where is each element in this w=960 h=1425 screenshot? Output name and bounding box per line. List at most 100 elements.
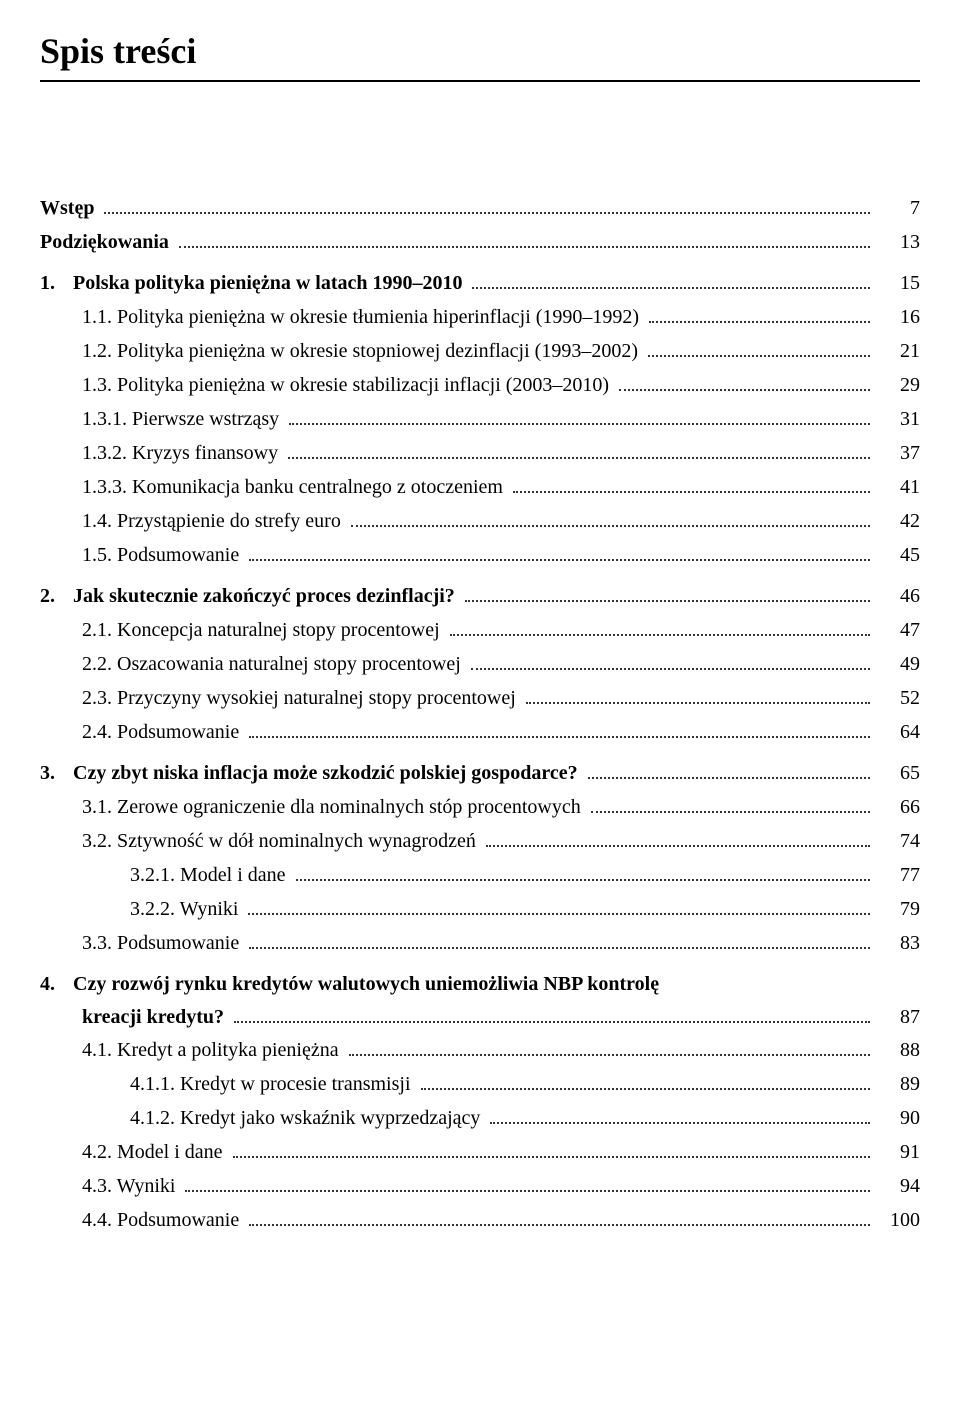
- toc-page-number: 21: [876, 335, 920, 368]
- toc-entry-label: Czy rozwój rynku kredytów walutowych uni…: [68, 973, 659, 995]
- toc-page-number: 46: [876, 580, 920, 613]
- toc-leader-dots: [486, 845, 870, 847]
- toc-entry-label: 2. Jak skutecznie zakończyć proces dezin…: [40, 580, 459, 613]
- toc-entry: 4.1.1. Kredyt w procesie transmisji89: [40, 1068, 920, 1101]
- toc-leader-dots: [591, 811, 870, 813]
- toc-entry-label: 1.3.1. Pierwsze wstrząsy: [82, 403, 283, 436]
- toc-entry-label: 3.2. Sztywność w dół nominalnych wynagro…: [82, 825, 480, 858]
- toc-leader-dots: [526, 702, 870, 704]
- toc-page-number: 49: [876, 648, 920, 681]
- toc-entry: 1.4. Przystąpienie do strefy euro42: [40, 505, 920, 538]
- toc-chapter-number: 3.: [40, 757, 68, 790]
- toc-entry: 4.1.2. Kredyt jako wskaźnik wyprzedzając…: [40, 1102, 920, 1135]
- toc-entry-label: 1.3. Polityka pieniężna w okresie stabil…: [82, 369, 613, 402]
- toc-entry-label: Podziękowania: [40, 226, 173, 259]
- toc-page-number: 41: [876, 471, 920, 504]
- toc-entry: 1.5. Podsumowanie45: [40, 539, 920, 572]
- toc-leader-dots: [588, 777, 870, 779]
- toc-entry-label: 1.1. Polityka pieniężna w okresie tłumie…: [82, 301, 643, 334]
- toc-page-number: 79: [876, 893, 920, 926]
- toc-chapter-number: 2.: [40, 580, 68, 613]
- toc-page-number: 47: [876, 614, 920, 647]
- toc-entry: Podziękowania 13: [40, 226, 920, 259]
- toc-leader-dots: [349, 1054, 870, 1056]
- toc-entry: 2.1. Koncepcja naturalnej stopy procento…: [40, 614, 920, 647]
- toc-entry: 2.3. Przyczyny wysokiej naturalnej stopy…: [40, 682, 920, 715]
- toc-page-number: 64: [876, 716, 920, 749]
- toc-leader-dots: [289, 423, 870, 425]
- toc-chapter-number: 4.: [40, 968, 68, 1001]
- toc-leader-dots: [450, 634, 870, 636]
- toc-page-number: 83: [876, 927, 920, 960]
- toc-leader-dots: [249, 947, 870, 949]
- toc-entry-label: Wstęp: [40, 192, 98, 225]
- toc-leader-dots: [649, 321, 870, 323]
- toc-entry-label: 2.3. Przyczyny wysokiej naturalnej stopy…: [82, 682, 520, 715]
- toc-entry: 1.3.1. Pierwsze wstrząsy 31: [40, 403, 920, 436]
- toc-leader-dots: [465, 600, 870, 602]
- toc-page-number: 90: [876, 1102, 920, 1135]
- toc-page-number: 65: [876, 757, 920, 790]
- toc-entry: 1.3.3. Komunikacja banku centralnego z o…: [40, 471, 920, 504]
- toc-leader-dots: [513, 491, 870, 493]
- toc-leader-dots: [179, 246, 870, 248]
- toc-entry-label: 1.4. Przystąpienie do strefy euro: [82, 505, 345, 538]
- toc-leader-dots: [234, 1021, 870, 1023]
- toc-entry-label: 1.3.2. Kryzys finansowy: [82, 437, 282, 470]
- toc-leader-dots: [248, 913, 870, 915]
- toc-entry: Wstęp 7: [40, 192, 920, 225]
- toc-leader-dots: [104, 212, 870, 214]
- toc-entry: 2.4. Podsumowanie 64: [40, 716, 920, 749]
- toc-entry-label: 4.1. Kredyt a polityka pieniężna: [82, 1034, 343, 1067]
- toc-page-number: 52: [876, 682, 920, 715]
- toc-leader-dots: [472, 287, 870, 289]
- toc-leader-dots: [249, 559, 870, 561]
- toc-page-number: 7: [876, 192, 920, 225]
- toc-entry: 1.1. Polityka pieniężna w okresie tłumie…: [40, 301, 920, 334]
- toc-entry-label: 4.4. Podsumowanie: [82, 1204, 243, 1237]
- toc-page-number: 31: [876, 403, 920, 436]
- toc-entry: 4.2. Model i dane91: [40, 1136, 920, 1169]
- toc-page-number: 16: [876, 301, 920, 334]
- toc-page-number: 89: [876, 1068, 920, 1101]
- toc-leader-dots: [185, 1190, 870, 1192]
- toc-entry-label: 3. Czy zbyt niska inflacja może szkodzić…: [40, 757, 582, 790]
- toc-entry: 4. Czy rozwój rynku kredytów walutowych …: [40, 968, 920, 1034]
- toc-leader-dots: [233, 1156, 870, 1158]
- toc-entry: 2.2. Oszacowania naturalnej stopy procen…: [40, 648, 920, 681]
- toc-entry: 3.1. Zerowe ograniczenie dla nominalnych…: [40, 791, 920, 824]
- toc-page-number: 45: [876, 539, 920, 572]
- toc-chapter-number: 1.: [40, 267, 68, 300]
- toc-leader-dots: [249, 736, 870, 738]
- toc-entry: 1.2. Polityka pieniężna w okresie stopni…: [40, 335, 920, 368]
- toc-entry: 4.3. Wyniki94: [40, 1170, 920, 1203]
- toc-entry: 3.2.2. Wyniki 79: [40, 893, 920, 926]
- toc-page-number: 13: [876, 226, 920, 259]
- toc-page-number: 77: [876, 859, 920, 892]
- toc-page-number: 15: [876, 267, 920, 300]
- toc-entry-label: 1.2. Polityka pieniężna w okresie stopni…: [82, 335, 642, 368]
- toc-entry-label: 2.4. Podsumowanie: [82, 716, 243, 749]
- toc-entry-label: 4.3. Wyniki: [82, 1170, 179, 1203]
- toc-entry: 3.2. Sztywność w dół nominalnych wynagro…: [40, 825, 920, 858]
- toc-page-number: 91: [876, 1136, 920, 1169]
- toc-entry-label: 3.2.1. Model i dane: [130, 859, 290, 892]
- toc-entry: 4.1. Kredyt a polityka pieniężna 88: [40, 1034, 920, 1067]
- table-of-contents: Wstęp 7 Podziękowania 13 1. Polska polityka …: [40, 192, 920, 1237]
- toc-entry-label: 3.2.2. Wyniki: [130, 893, 242, 926]
- toc-page-number: 88: [876, 1034, 920, 1067]
- toc-entry-label: kreacji kredytu?: [40, 1001, 228, 1034]
- toc-entry: 3. Czy zbyt niska inflacja może szkodzić…: [40, 757, 920, 790]
- toc-page-number: 100: [876, 1204, 920, 1237]
- toc-entry: 1. Polska polityka pieniężna w latach 19…: [40, 267, 920, 300]
- toc-leader-dots: [351, 525, 870, 527]
- toc-leader-dots: [490, 1122, 870, 1124]
- toc-entry-label: 4.1.2. Kredyt jako wskaźnik wyprzedzając…: [130, 1102, 484, 1135]
- toc-leader-dots: [249, 1224, 870, 1226]
- toc-entry: 3.3. Podsumowanie83: [40, 927, 920, 960]
- toc-leader-dots: [288, 457, 870, 459]
- toc-page-number: 87: [876, 1001, 920, 1034]
- toc-entry: 2. Jak skutecznie zakończyć proces dezin…: [40, 580, 920, 613]
- toc-leader-dots: [296, 879, 870, 881]
- toc-entry-label: 3.1. Zerowe ograniczenie dla nominalnych…: [82, 791, 585, 824]
